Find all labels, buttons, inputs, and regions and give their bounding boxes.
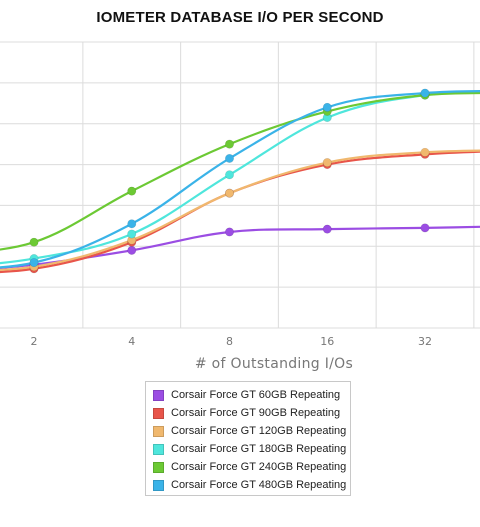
legend-label: Corsair Force GT 120GB Repeating xyxy=(171,425,347,437)
line-chart: 2 4 8 16 32 # of Outstanding I/Os xyxy=(0,41,480,372)
series-points xyxy=(29,88,430,274)
chart-title: IOMETER DATABASE I/O PER SECOND xyxy=(96,9,384,26)
data-point xyxy=(29,258,39,268)
gridlines xyxy=(0,41,480,329)
legend-label: Corsair Force GT 180GB Repeating xyxy=(171,443,347,455)
legend-item: Corsair Force GT 90GB Repeating xyxy=(153,404,350,422)
legend-swatch xyxy=(153,407,164,419)
x-tick-label: 8 xyxy=(226,335,233,348)
data-point xyxy=(225,227,235,237)
x-tick-label: 4 xyxy=(128,335,135,348)
x-tick-label: 16 xyxy=(320,335,334,348)
data-point xyxy=(420,88,430,98)
data-point xyxy=(322,158,332,168)
data-point xyxy=(225,188,235,198)
data-point xyxy=(420,223,430,233)
data-point xyxy=(322,224,332,234)
series-line xyxy=(0,89,480,269)
series-lines xyxy=(0,89,480,274)
legend-swatch xyxy=(153,461,164,473)
legend-label: Corsair Force GT 480GB Repeating xyxy=(171,479,347,491)
legend-item: Corsair Force GT 480GB Repeating xyxy=(153,476,350,494)
data-point xyxy=(127,229,137,239)
data-point xyxy=(127,245,137,255)
data-point xyxy=(322,102,332,112)
legend-label: Corsair Force GT 90GB Repeating xyxy=(171,407,341,419)
data-point xyxy=(127,219,137,229)
legend-item: Corsair Force GT 120GB Repeating xyxy=(153,422,350,440)
data-point xyxy=(225,170,235,180)
series-line xyxy=(0,225,480,270)
x-tick-labels: 2 4 8 16 32 xyxy=(31,335,433,348)
x-tick-label: 2 xyxy=(31,335,38,348)
data-point xyxy=(127,186,137,196)
legend-label: Corsair Force GT 60GB Repeating xyxy=(171,389,341,401)
legend-item: Corsair Force GT 60GB Repeating xyxy=(153,386,350,404)
series-line xyxy=(0,90,480,265)
legend-label: Corsair Force GT 240GB Repeating xyxy=(171,461,347,473)
data-point xyxy=(225,139,235,149)
legend-item: Corsair Force GT 180GB Repeating xyxy=(153,440,350,458)
legend-swatch xyxy=(153,425,164,437)
legend-item: Corsair Force GT 240GB Repeating xyxy=(153,458,350,476)
legend: Corsair Force GT 60GB Repeating Corsair F… xyxy=(145,381,351,496)
data-point xyxy=(225,153,235,163)
x-axis-label: # of Outstanding I/Os xyxy=(195,356,353,372)
legend-swatch xyxy=(153,443,164,455)
x-tick-label: 32 xyxy=(418,335,432,348)
data-point xyxy=(29,237,39,247)
data-point xyxy=(420,147,430,157)
legend-swatch xyxy=(153,389,164,401)
legend-swatch xyxy=(153,479,164,491)
